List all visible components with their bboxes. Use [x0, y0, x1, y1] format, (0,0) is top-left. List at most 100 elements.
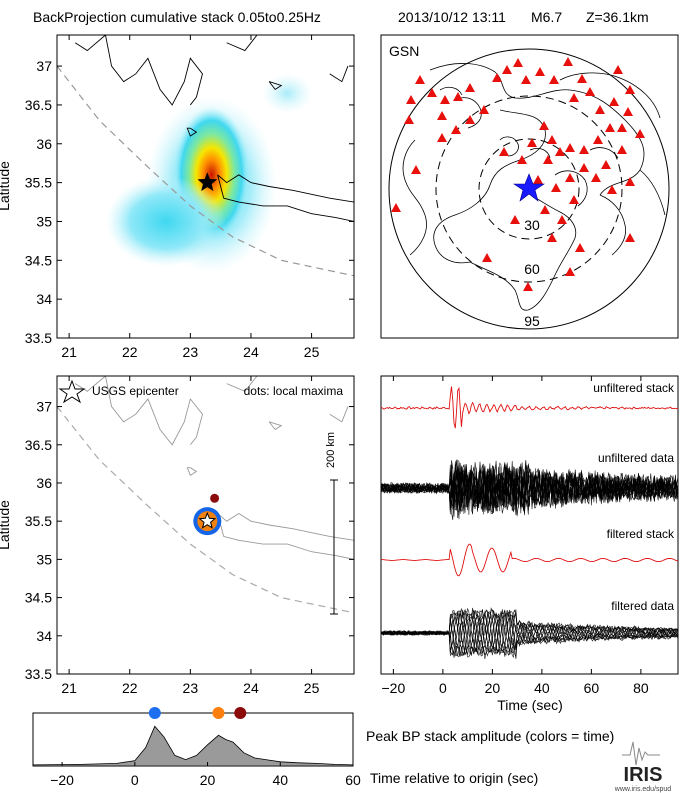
map1-coastline [268, 81, 283, 90]
station-triangle-icon [547, 135, 557, 144]
map2-ytick-label: 36.5 [25, 437, 52, 453]
station-triangle-icon [569, 195, 579, 204]
peak-xtick-label: 20 [200, 772, 216, 788]
map1-coastline [217, 174, 354, 203]
station-triangle-icon [565, 173, 575, 182]
logo-wordmark: IRIS [624, 764, 663, 786]
station-triangle-icon [523, 282, 533, 291]
map2-coastline [186, 467, 198, 477]
station-triangle-icon [543, 155, 553, 164]
station-triangle-icon [617, 145, 627, 154]
heatmap-hotspot [106, 176, 227, 267]
map2-coastline [329, 406, 349, 423]
distance-label-30: 30 [524, 217, 540, 233]
trace-line [381, 543, 679, 577]
trace-line [380, 386, 679, 429]
station-triangle-icon [625, 233, 635, 242]
map2-frame [56, 375, 355, 675]
station-triangle-icon [625, 85, 635, 94]
station-triangle-icon [635, 129, 645, 138]
station-triangle-icon [565, 143, 575, 152]
legend-epicenter: USGS epicenter [92, 384, 179, 398]
peak-xlabel: Time relative to origin (sec) [370, 770, 538, 786]
peak-title: Peak BP stack amplitude (colors = time) [366, 728, 614, 744]
epicenter-star-icon [513, 173, 545, 202]
map1-ytick-label: 36 [36, 136, 52, 152]
trace-line [380, 460, 679, 512]
map1-coastline [329, 65, 349, 83]
trace-xtick-label: 40 [534, 680, 550, 696]
map2-coastline [223, 536, 354, 560]
trace-label-filtered-stack: filtered stack [607, 527, 675, 541]
event-datetime: 2013/10/12 13:11 [398, 9, 506, 25]
map1-ytick-label: 33.5 [25, 330, 52, 346]
trace-xtick-label: 60 [584, 680, 600, 696]
peak-time-marker [234, 707, 247, 719]
trace-line [380, 607, 679, 657]
trace-xtick-label: 80 [633, 680, 649, 696]
map2-trench-line [57, 406, 354, 614]
trace-label-unfiltered-stack: unfiltered stack [593, 381, 675, 395]
map1-coastline [226, 35, 258, 52]
globe-outline [388, 48, 670, 330]
station-triangle-icon [569, 93, 579, 102]
map1-ylabel: Latitude [0, 161, 12, 211]
station-triangle-icon [502, 65, 512, 74]
map1-xtick-label: 25 [304, 344, 320, 360]
station-triangle-icon [479, 105, 489, 114]
station-triangle-icon [465, 115, 475, 124]
map2-ylabel: Latitude [0, 500, 12, 550]
station-triangle-icon [547, 233, 557, 242]
map1-xtick-label: 23 [183, 344, 199, 360]
epicenter-star-icon [198, 511, 217, 529]
trace-line [380, 461, 679, 515]
peak-xtick-label: 0 [131, 772, 139, 788]
map1-coastline [105, 35, 203, 106]
station-triangle-icon [579, 163, 589, 172]
trace-line [380, 611, 679, 656]
scale-bar: 200 km [325, 432, 338, 615]
map2-ytick-label: 35 [36, 551, 52, 567]
station-triangle-icon [575, 243, 585, 252]
station-triangle-icon [601, 160, 611, 169]
station-triangle-icon [595, 105, 605, 114]
station-triangle-icon [585, 87, 595, 96]
station-triangle-icon [527, 138, 537, 147]
station-triangle-icon [391, 203, 401, 212]
trace-line [380, 460, 679, 520]
map1-coastline [217, 174, 225, 199]
map1-coastline [223, 197, 354, 222]
peak-xtick-label: 60 [345, 772, 361, 788]
map2-coastline [226, 376, 258, 392]
station-triangle-icon [492, 73, 502, 82]
map1-ytick-label: 34.5 [25, 252, 52, 268]
peak-xtick-label: 40 [272, 772, 288, 788]
map1-trench-line [57, 65, 354, 277]
map2-coastline [74, 376, 106, 392]
station-triangle-icon [540, 205, 550, 214]
station-triangle-icon [437, 133, 447, 142]
trace-label-filtered-data: filtered data [611, 599, 674, 613]
station-triangle-icon [625, 177, 635, 186]
map1-coastline [186, 127, 198, 137]
station-triangle-icon [565, 267, 575, 276]
station-triangle-icon [613, 65, 623, 74]
local-maximum-point [210, 493, 220, 503]
map1-ytick-label: 35.5 [25, 175, 52, 191]
map2-xtick-label: 24 [243, 680, 259, 696]
map2-ytick-label: 35.5 [25, 513, 52, 529]
map1-frame [56, 34, 355, 339]
station-triangle-icon [535, 67, 545, 76]
figure-title: BackProjection cumulative stack 0.05to0.… [33, 9, 321, 25]
station-triangle-icon [404, 115, 414, 124]
local-maxima-map: 21 22 23 24 25 37 36.5 36 35.5 35 34.5 34 33.5 Latit… [0, 375, 355, 696]
station-triangle-icon [557, 215, 567, 224]
legend-maxima: dots: local maxima [244, 384, 344, 398]
map1-coastline [74, 35, 106, 52]
map2-xtick-label: 22 [122, 680, 138, 696]
trace-xlabel: Time (sec) [497, 697, 563, 713]
station-triangle-icon [533, 175, 543, 184]
logo-url: www.iris.edu/spud [614, 786, 672, 793]
map1-xtick-label: 22 [122, 344, 138, 360]
